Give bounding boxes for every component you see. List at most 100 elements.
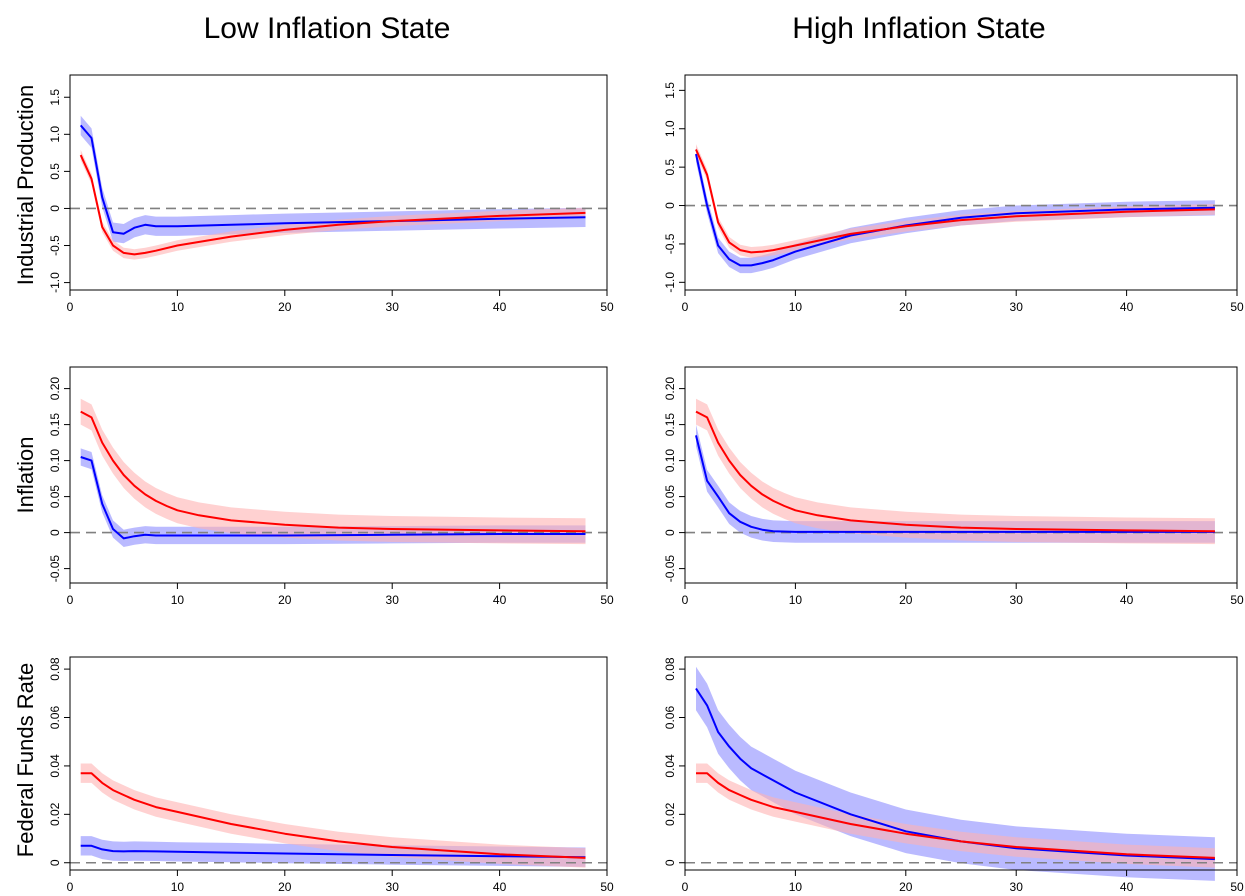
- y-tick-label: 1.0: [48, 126, 62, 143]
- column-title-low: Low Inflation State: [204, 12, 451, 45]
- x-tick-label: 40: [1120, 880, 1134, 894]
- y-tick-label: 0.04: [48, 754, 62, 778]
- x-tick-label: 30: [1010, 300, 1024, 314]
- red-series-line: [79, 154, 586, 256]
- x-tick-label: 50: [600, 880, 614, 894]
- row-label-inflation: Inflation: [13, 436, 38, 513]
- x-tick-label: 40: [1120, 593, 1134, 607]
- y-tick-label: -0.05: [48, 555, 62, 583]
- x-tick-label: 50: [1230, 300, 1244, 314]
- y-tick-label: -0.5: [48, 235, 62, 256]
- y-tick-label: 1.0: [663, 120, 677, 137]
- y-tick-label: 0.04: [663, 754, 677, 778]
- column-title-high: High Inflation State: [792, 12, 1046, 45]
- y-tick-label: 0.08: [663, 657, 677, 681]
- x-tick-label: 50: [1230, 880, 1244, 894]
- x-tick-label: 10: [789, 300, 803, 314]
- x-tick-label: 20: [278, 593, 292, 607]
- x-tick-label: 10: [789, 593, 803, 607]
- x-tick-label: 30: [386, 300, 400, 314]
- x-tick-label: 20: [899, 880, 913, 894]
- red-confidence-band: [696, 398, 1215, 545]
- red-confidence-band: [80, 398, 586, 545]
- x-tick-label: 0: [682, 300, 689, 314]
- y-tick-label: 0: [663, 859, 677, 866]
- red-series-line: [695, 410, 1215, 533]
- x-tick-label: 0: [67, 880, 74, 894]
- plot-frame: [684, 366, 1238, 584]
- x-tick-label: 20: [278, 300, 292, 314]
- panels: 0 10 20 30 40 50 -1.0 -0.5 0 0.5 1.0 1.5 0 10 20 30 40 50…: [48, 74, 1244, 894]
- row-label-industrial-production: Industrial Production: [13, 85, 38, 286]
- y-tick-label: -0.5: [663, 233, 677, 254]
- y-tick-label: 0.5: [663, 158, 677, 175]
- x-tick-label: 0: [67, 300, 74, 314]
- red-confidence-band: [80, 149, 586, 260]
- y-tick-label: 0.05: [48, 485, 62, 509]
- x-tick-label: 50: [1230, 593, 1244, 607]
- x-tick-label: 10: [171, 593, 185, 607]
- y-tick-label: 0: [663, 529, 677, 536]
- y-tick-label: 0.20: [48, 377, 62, 401]
- blue-series-line: [80, 456, 586, 540]
- row-label-federal-funds-rate: Federal Funds Rate: [13, 663, 38, 857]
- red-series-line: [80, 410, 586, 533]
- panel-r1-c1: 0 10 20 30 40 50 -0.05 0 0.05 0.10 0.15 0.20: [663, 366, 1244, 607]
- y-tick-label: 0.08: [48, 657, 62, 681]
- y-tick-label: 0.15: [48, 413, 62, 437]
- x-tick-label: 30: [1010, 880, 1024, 894]
- y-tick-label: 0.02: [663, 802, 677, 826]
- x-tick-label: 50: [600, 593, 614, 607]
- red-series-line: [696, 772, 1215, 859]
- x-tick-label: 0: [682, 593, 689, 607]
- x-tick-label: 30: [1010, 593, 1024, 607]
- x-tick-label: 0: [67, 593, 74, 607]
- y-tick-label: 0: [48, 529, 62, 536]
- y-tick-label: 0.10: [48, 449, 62, 473]
- y-tick-label: 0.5: [48, 163, 62, 180]
- y-tick-label: 0: [48, 205, 62, 212]
- x-tick-label: 40: [1120, 300, 1134, 314]
- plot-frame: [69, 656, 608, 871]
- x-tick-label: 10: [171, 300, 185, 314]
- x-tick-label: 20: [899, 593, 913, 607]
- panel-r1-c0: 0 10 20 30 40 50 -0.05 0 0.05 0.10 0.15 0.20: [48, 366, 614, 607]
- y-tick-label: 1.5: [663, 82, 677, 99]
- panel-r0-c0: 0 10 20 30 40 50 -1.0 -0.5 0 0.5 1.0 1.5: [48, 74, 614, 314]
- red-confidence-band: [696, 144, 1215, 258]
- panel-r2-c0: 0 10 20 30 40 50 0 0.02 0.04 0.06 0.08: [48, 656, 614, 894]
- x-tick-label: 40: [493, 593, 507, 607]
- x-tick-label: 0: [682, 880, 689, 894]
- y-tick-label: 1.5: [48, 89, 62, 106]
- y-tick-label: 0.20: [663, 377, 677, 401]
- blue-confidence-band: [80, 115, 586, 244]
- x-tick-label: 10: [171, 880, 185, 894]
- y-tick-label: 0: [48, 859, 62, 866]
- y-tick-label: 0.06: [48, 706, 62, 730]
- y-tick-label: -0.05: [663, 555, 677, 583]
- x-tick-label: 20: [278, 880, 292, 894]
- y-tick-label: 0.05: [663, 485, 677, 509]
- y-tick-label: 0.06: [663, 706, 677, 730]
- y-tick-label: 0.10: [663, 449, 677, 473]
- y-tick-label: -1.0: [663, 272, 677, 293]
- y-tick-label: 0.15: [663, 413, 677, 437]
- x-tick-label: 30: [386, 593, 400, 607]
- x-tick-label: 50: [600, 300, 614, 314]
- red-series-line: [695, 149, 1215, 254]
- y-tick-label: 0.02: [48, 802, 62, 826]
- x-tick-label: 40: [493, 300, 507, 314]
- blue-series-line: [695, 153, 1215, 267]
- y-tick-label: 0: [663, 202, 677, 209]
- blue-series-line: [80, 844, 586, 859]
- x-tick-label: 30: [386, 880, 400, 894]
- plot-frame: [69, 366, 608, 584]
- plot-frame: [684, 74, 1238, 291]
- panel-r0-c1: 0 10 20 30 40 50 -1.0 -0.5 0 0.5 1.0 1.5: [663, 74, 1244, 314]
- plot-frame: [69, 74, 608, 291]
- x-tick-label: 40: [493, 880, 507, 894]
- blue-series-line: [695, 435, 1215, 533]
- x-tick-label: 10: [789, 880, 803, 894]
- red-series-line: [80, 772, 586, 859]
